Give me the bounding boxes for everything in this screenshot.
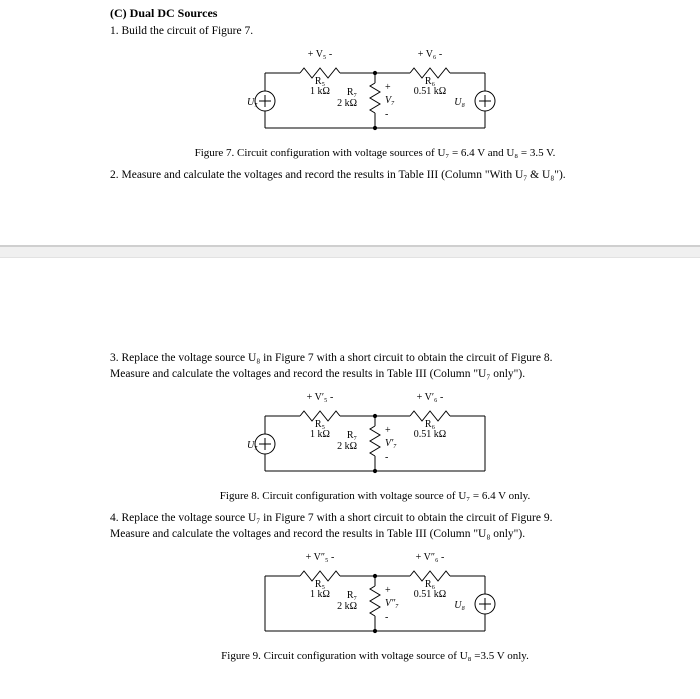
- step-3b: Measure and calculate the voltages and r…: [110, 368, 640, 380]
- fig9-r6-val: 0.51 kΩ: [414, 589, 446, 600]
- page-break: [0, 245, 700, 258]
- fig8-v7-minus: -: [385, 452, 388, 463]
- fig7-v5-polarity: + V₅ -: [308, 49, 333, 60]
- fig7-r6-val: 0.51 kΩ: [414, 86, 446, 97]
- block-2: 3. Replace the voltage source U₈ in Figu…: [0, 350, 700, 672]
- fig7-u7: U₇: [247, 97, 258, 108]
- fig9-v5-polarity: + V″₅ -: [306, 552, 335, 563]
- fig8-v6-polarity: + V′₆ -: [417, 392, 444, 403]
- step-4b: Measure and calculate the voltages and r…: [110, 528, 640, 540]
- fig8-r5-val: 1 kΩ: [310, 429, 330, 440]
- figure-8-circuit: + V′₅ - + V′₆ - R₅ 1 kΩ R₆ 0.51 kΩ R₇ 2 …: [225, 386, 525, 486]
- fig7-v7-plus: +: [385, 82, 391, 93]
- fig7-r5-val: 1 kΩ: [310, 86, 330, 97]
- block-1: (C) Dual DC Sources 1. Build the circuit…: [0, 0, 700, 181]
- figure-8-caption: Figure 8. Circuit configuration with vol…: [110, 490, 640, 502]
- fig9-r7-name: R₇: [347, 590, 357, 601]
- fig9-v6-polarity: + V″₆ -: [416, 552, 445, 563]
- fig9-v7-plus: +: [385, 585, 391, 596]
- figure-9-caption: Figure 9. Circuit configuration with vol…: [110, 650, 640, 662]
- fig9-u8: U₈: [454, 600, 465, 611]
- fig8-r7-name: R₇: [347, 430, 357, 441]
- fig9-r5-val: 1 kΩ: [310, 589, 330, 600]
- fig8-v7-plus: +: [385, 425, 391, 436]
- fig9-v7-label: V″₇: [385, 598, 399, 609]
- page: (C) Dual DC Sources 1. Build the circuit…: [0, 0, 700, 699]
- step-1: 1. Build the circuit of Figure 7.: [110, 25, 640, 37]
- step-2: 2. Measure and calculate the voltages an…: [110, 169, 640, 181]
- fig8-r7-val: 2 kΩ: [337, 441, 357, 452]
- fig7-r7-val: 2 kΩ: [337, 98, 357, 109]
- figure-7-circuit: + V₅ - + V₆ - R₅ 1 kΩ R₆ 0.51 kΩ R₇ 2 kΩ…: [225, 43, 525, 143]
- fig7-v7-minus: -: [385, 109, 388, 120]
- step-4a: 4. Replace the voltage source U₇ in Figu…: [110, 512, 640, 524]
- step-3a: 3. Replace the voltage source U₈ in Figu…: [110, 352, 640, 364]
- fig8-v5-polarity: + V′₅ -: [307, 392, 334, 403]
- fig7-v7-label: V₇: [385, 95, 395, 106]
- fig9-v7-minus: -: [385, 612, 388, 623]
- fig9-r7-val: 2 kΩ: [337, 601, 357, 612]
- figure-7-caption: Figure 7. Circuit configuration with vol…: [110, 147, 640, 159]
- section-title: (C) Dual DC Sources: [110, 6, 640, 21]
- figure-9-circuit: + V″₅ - + V″₆ - R₅ 1 kΩ R₆ 0.51 kΩ R₇ 2 …: [225, 546, 525, 646]
- fig7-u8: U₈: [454, 97, 465, 108]
- fig8-r6-val: 0.51 kΩ: [414, 429, 446, 440]
- fig7-v6-polarity: + V₆ -: [418, 49, 443, 60]
- fig8-v7-label: V′₇: [385, 438, 397, 449]
- fig7-r7-name: R₇: [347, 87, 357, 98]
- fig8-u7: U₇: [247, 440, 258, 451]
